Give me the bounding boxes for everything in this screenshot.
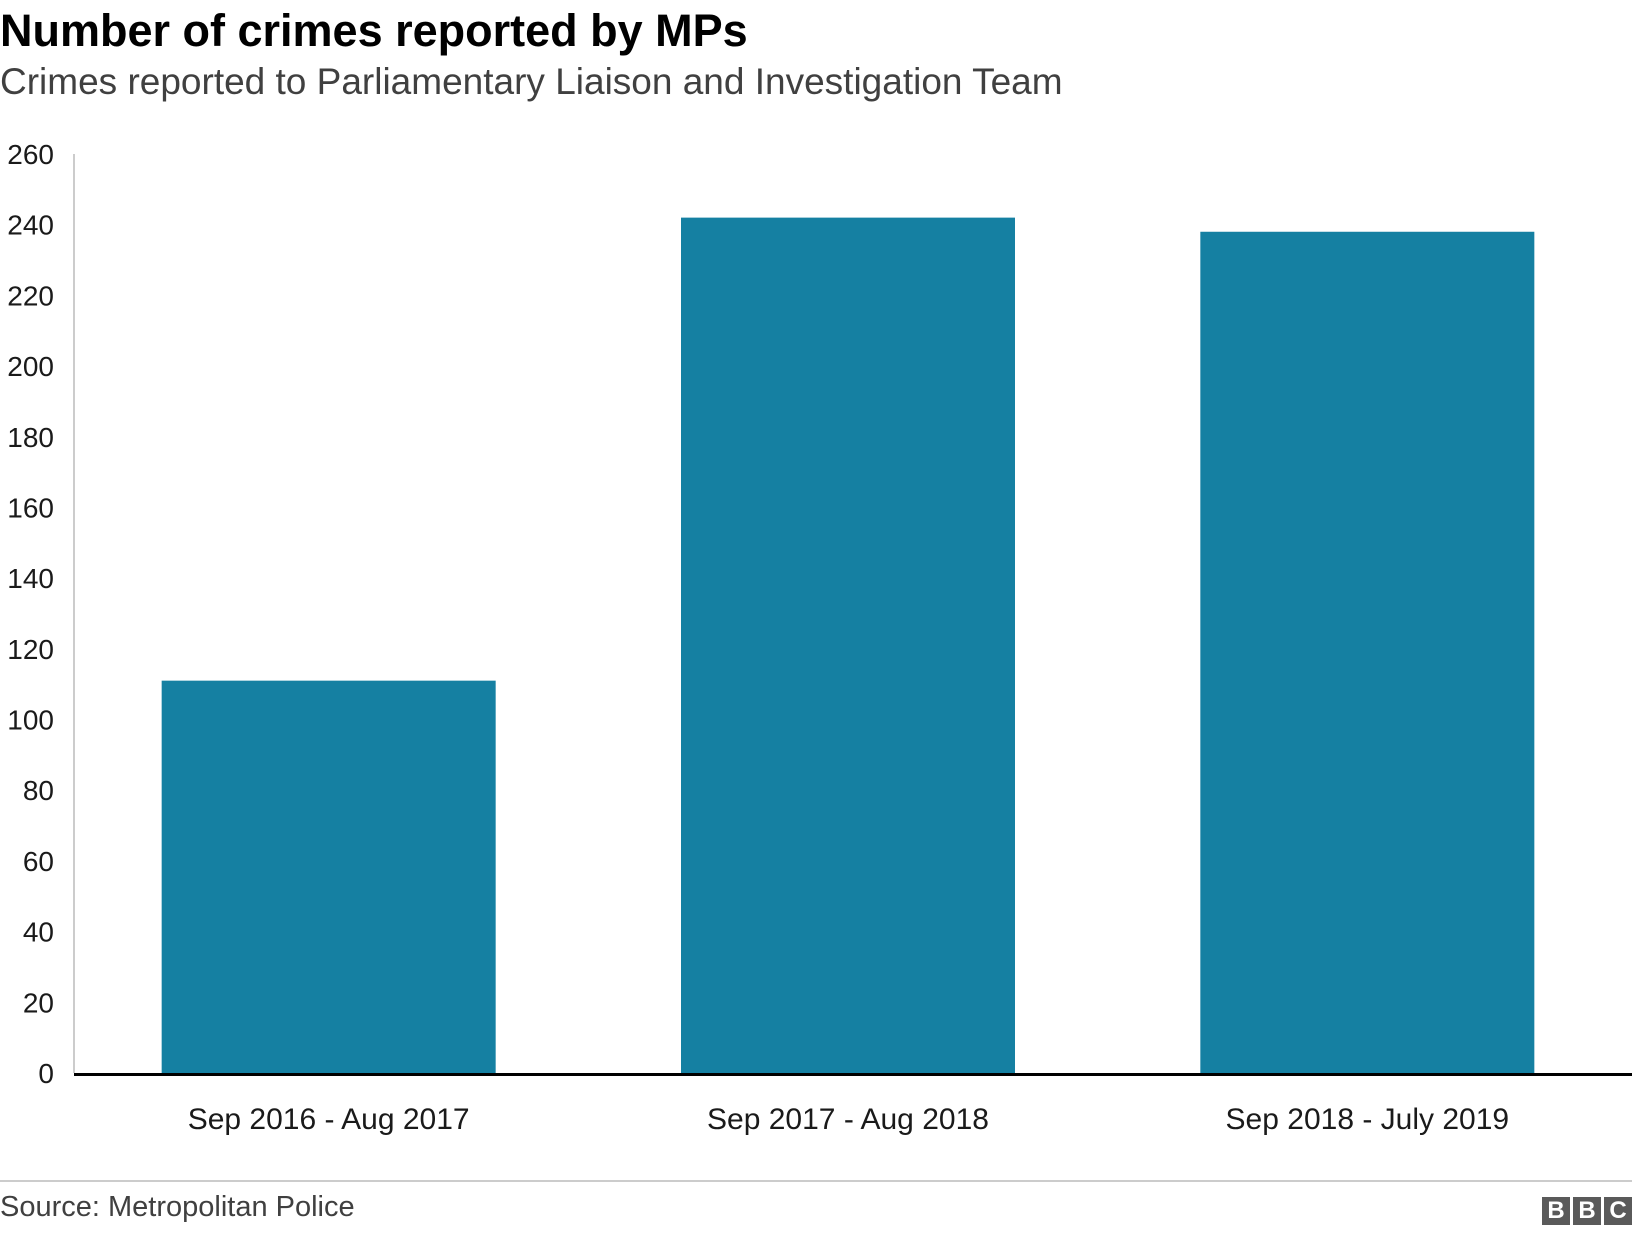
y-tick-label: 260 bbox=[7, 139, 54, 170]
chart-title: Number of crimes reported by MPs bbox=[0, 5, 748, 56]
x-category-label: Sep 2016 - Aug 2017 bbox=[188, 1103, 470, 1136]
y-tick-label: 220 bbox=[7, 280, 54, 311]
bar-chart: 0 20 40 60 80 100 120 140 160 180 200 220 240 260 Sep… bbox=[7, 139, 1632, 1136]
y-tick-label: 140 bbox=[7, 563, 54, 594]
y-tick-label: 40 bbox=[23, 917, 54, 948]
y-tick-label: 120 bbox=[7, 634, 54, 665]
y-tick-label: 60 bbox=[23, 846, 54, 877]
x-category-label: Sep 2018 - July 2019 bbox=[1226, 1103, 1510, 1136]
chart-subtitle: Crimes reported to Parliamentary Liaison… bbox=[0, 61, 1063, 102]
bar bbox=[1200, 231, 1535, 1073]
source-note: Source: Metropolitan Police bbox=[0, 1191, 355, 1223]
logo-letter: B bbox=[1573, 1197, 1601, 1225]
logo-letter: C bbox=[1604, 1197, 1632, 1225]
footer-divider bbox=[0, 1180, 1632, 1182]
y-tick-label: 180 bbox=[7, 422, 54, 453]
bar bbox=[681, 217, 1015, 1074]
y-tick-label: 0 bbox=[38, 1058, 54, 1089]
y-tick-label: 20 bbox=[23, 987, 54, 1018]
y-tick-label: 160 bbox=[7, 492, 54, 523]
y-axis-tick-labels: 0 20 40 60 80 100 120 140 160 180 200 220 240 260 bbox=[7, 139, 54, 1089]
x-category-label: Sep 2017 - Aug 2018 bbox=[707, 1103, 989, 1136]
x-axis-category-labels: Sep 2016 - Aug 2017 Sep 2017 - Aug 2018 Se… bbox=[188, 1103, 1509, 1136]
bar bbox=[161, 680, 496, 1073]
y-tick-label: 100 bbox=[7, 705, 54, 736]
y-tick-label: 240 bbox=[7, 210, 54, 241]
bars-group bbox=[161, 217, 1535, 1074]
y-tick-label: 200 bbox=[7, 351, 54, 382]
bbc-logo: B B C bbox=[1542, 1197, 1632, 1225]
y-tick-label: 80 bbox=[23, 775, 54, 806]
logo-letter: B bbox=[1542, 1197, 1570, 1225]
